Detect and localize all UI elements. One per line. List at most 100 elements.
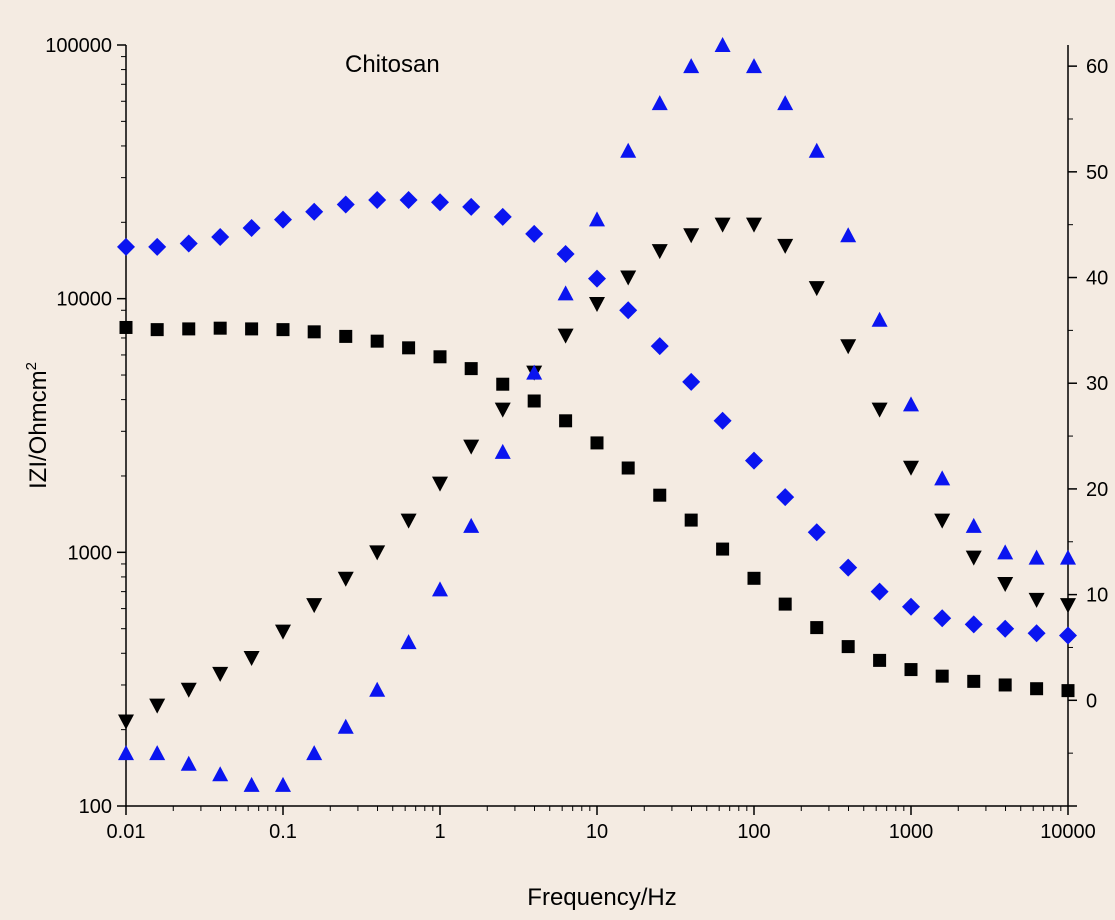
up-triangle-point	[934, 470, 951, 486]
down-triangle-point	[400, 513, 417, 529]
up-triangle-point	[965, 517, 982, 533]
diamond-point	[839, 558, 858, 577]
x-tick-label: 100	[737, 821, 770, 843]
up-triangle-point	[494, 443, 511, 459]
square-point	[621, 461, 635, 475]
square-point	[276, 323, 290, 337]
up-triangle-point	[714, 37, 731, 52]
down-triangle-point	[180, 682, 197, 698]
square-point	[967, 674, 981, 688]
square-point	[464, 362, 478, 376]
square-point	[559, 414, 573, 428]
up-triangle-point	[118, 745, 134, 761]
down-triangle-point	[337, 571, 354, 587]
x-tick-label: 1000	[889, 821, 934, 843]
square-point	[778, 597, 792, 611]
square-point	[1061, 684, 1075, 698]
down-triangle-point	[494, 402, 511, 418]
up-triangle-point	[275, 776, 291, 792]
square-point	[873, 653, 887, 667]
down-triangle-point	[620, 270, 637, 286]
down-triangle-point	[840, 339, 857, 355]
square-point	[747, 571, 761, 585]
down-triangle-point	[651, 244, 668, 260]
y-right-tick-label: 30	[1086, 373, 1108, 395]
diamond-point	[682, 372, 701, 391]
down-triangle-point	[746, 217, 762, 233]
y-left-tick-label: 10000	[56, 289, 112, 311]
down-triangle-point	[808, 281, 825, 297]
square-point	[716, 542, 730, 556]
diamond-point	[556, 244, 575, 263]
down-triangle-point	[149, 698, 166, 714]
x-tick-label: 0.1	[269, 821, 297, 843]
diamond-point	[902, 597, 920, 616]
down-triangle-point	[1028, 592, 1045, 608]
square-point	[998, 678, 1012, 692]
down-triangle-point	[212, 666, 229, 682]
down-triangle-point	[432, 476, 448, 492]
down-triangle-point	[934, 513, 951, 529]
y-left-tick-label: 1000	[68, 542, 113, 564]
up-triangle-point	[557, 285, 574, 301]
up-triangle-point	[808, 142, 825, 158]
x-axis-label: Frequency/Hz	[527, 884, 676, 911]
down-triangle-point	[777, 238, 794, 254]
diamond-point	[493, 207, 512, 226]
diamond-point	[1059, 626, 1077, 645]
square-point	[810, 621, 824, 635]
square-point	[370, 334, 384, 348]
diamond-point	[807, 523, 826, 542]
up-triangle-point	[149, 745, 166, 761]
square-point	[653, 488, 667, 502]
square-point	[527, 394, 541, 408]
diamond-point	[431, 193, 449, 212]
y-left-tick-label: 100	[79, 796, 112, 818]
up-triangle-point	[589, 211, 605, 227]
diamond-point	[179, 234, 198, 253]
down-triangle-point	[997, 577, 1014, 593]
up-triangle-point	[526, 364, 543, 380]
down-triangle-point	[965, 550, 982, 566]
diamond-point	[650, 337, 669, 356]
x-tick-label: 10	[586, 821, 608, 843]
x-tick-label: 1	[434, 821, 445, 843]
diamond-point	[964, 615, 983, 634]
up-triangle-point	[1060, 549, 1076, 565]
diamond-point	[619, 301, 638, 320]
down-triangle-point	[903, 460, 919, 476]
down-triangle-point	[118, 714, 134, 730]
up-triangle-point	[746, 58, 762, 74]
diamond-point	[588, 269, 606, 288]
y-right-tick-label: 10	[1086, 585, 1108, 607]
up-triangle-point	[1028, 549, 1045, 565]
diamond-point	[870, 582, 889, 601]
down-triangle-point	[589, 296, 605, 312]
up-triangle-point	[903, 396, 919, 412]
square-point	[935, 669, 949, 683]
diamond-point	[776, 488, 795, 507]
up-triangle-point	[683, 58, 700, 74]
diamond-point	[368, 190, 387, 209]
square-point	[182, 322, 196, 336]
down-triangle-point	[463, 439, 480, 455]
down-triangle-point	[714, 217, 731, 233]
square-point	[339, 329, 353, 343]
y-right-tick-label: 50	[1086, 162, 1108, 184]
up-triangle-point	[369, 681, 386, 697]
up-triangle-point	[212, 766, 229, 782]
up-triangle-point	[306, 745, 323, 761]
square-point	[841, 640, 855, 654]
square-point	[433, 350, 447, 364]
square-point	[684, 513, 698, 527]
diamond-point	[336, 195, 355, 214]
down-triangle-point	[369, 545, 386, 561]
diamond-point	[211, 228, 230, 247]
diamond-point	[148, 237, 167, 256]
down-triangle-point	[871, 402, 888, 418]
down-triangle-point	[306, 598, 323, 614]
x-tick-label: 10000	[1040, 821, 1096, 843]
square-point	[1030, 682, 1044, 696]
y-right-tick-label: 20	[1086, 479, 1108, 501]
